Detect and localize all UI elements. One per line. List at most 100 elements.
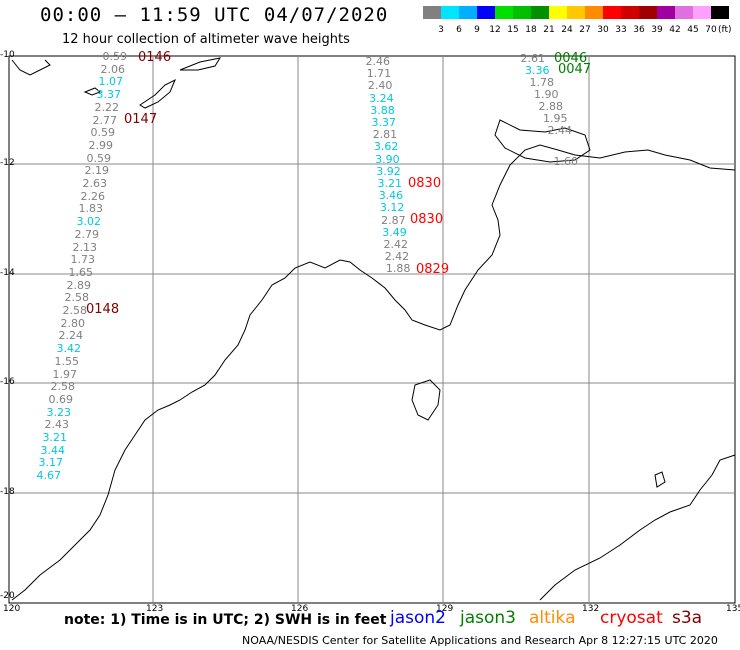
- wave-height-value: 1.97: [52, 367, 78, 381]
- lat-label: -14: [0, 268, 15, 278]
- wave-height-value: 3.88: [370, 103, 395, 117]
- lat-label: -16: [0, 377, 15, 387]
- wave-height-value: 2.46: [365, 55, 391, 68]
- lon-label: 129: [436, 604, 454, 614]
- legend-tick-label: 3: [438, 25, 444, 35]
- wave-height-value: 3.62: [373, 140, 399, 154]
- wave-height-value: 3.24: [369, 91, 394, 105]
- wave-height-value: 3.12: [379, 201, 405, 215]
- wave-height-value: 3.17: [38, 456, 64, 470]
- satellite-s3a: s3a: [672, 608, 703, 628]
- wave-height-value: 1.78: [529, 76, 555, 89]
- wave-height-value: 2.22: [94, 100, 120, 114]
- legend-swatch: [567, 6, 585, 19]
- wave-height-value: 1.90: [534, 88, 559, 101]
- legend-tick-label: 12: [489, 25, 500, 35]
- wave-height-value: 0.59: [90, 126, 116, 140]
- wave-height-value: 1.65: [68, 265, 94, 279]
- legend-swatch: [639, 6, 657, 19]
- pass-time-label: 0146: [138, 50, 172, 65]
- map-frame: [8, 55, 736, 604]
- wave-height-value: 2.58: [62, 304, 88, 317]
- legend-swatch: [531, 6, 549, 19]
- satellite-jason2: jason2: [390, 608, 446, 628]
- wave-height-value: 3.90: [375, 152, 400, 166]
- wave-height-value: 3.21: [377, 177, 403, 190]
- wave-height-value: 2.24: [58, 329, 84, 343]
- legend-swatch: [693, 6, 711, 19]
- wave-height-value: 2.26: [80, 189, 106, 203]
- lon-label: 135: [726, 604, 740, 614]
- wave-height-value: 2.89: [66, 278, 92, 292]
- footnote: note: 1) Time is in UTC; 2) SWH is in fe…: [64, 612, 387, 628]
- wave-height-value: 1.95: [543, 112, 568, 125]
- legend-swatch: [495, 6, 513, 19]
- legend-tick-label: 70: [705, 25, 717, 35]
- wave-height-value: 2.13: [72, 240, 98, 254]
- lat-grid-lines: [9, 163, 735, 494]
- wave-height-value: 2.88: [538, 100, 564, 113]
- legend-tick-label: 18: [525, 25, 537, 35]
- wave-height-value: 3.46: [378, 189, 404, 203]
- wave-height-value: 0.69: [48, 392, 74, 406]
- legend-tick-label: 9: [474, 25, 480, 35]
- wave-height-value: 2.58: [50, 380, 76, 394]
- lon-label: 123: [146, 604, 164, 614]
- wave-height-value: 2.81: [372, 128, 398, 142]
- wave-height-value: 3.36: [525, 64, 550, 77]
- wave-height-value: 0.59: [86, 151, 112, 165]
- lon-label: 126: [291, 604, 309, 614]
- legend-tick-label: 6: [456, 25, 462, 35]
- pass-time-label: 0148: [86, 302, 120, 317]
- legend-swatch: [711, 6, 729, 19]
- coastline: [11, 57, 736, 601]
- legend-swatch: [477, 6, 495, 19]
- wave-height-value: 2.99: [88, 138, 114, 152]
- legend-tick-label: 27: [579, 25, 590, 35]
- legend-tick-label: 24: [561, 25, 573, 35]
- satellite-altika: altika: [529, 608, 576, 628]
- pass-time-label: 0830: [410, 212, 444, 227]
- legend-swatch: [459, 6, 477, 19]
- wave-height-value: 1.83: [78, 202, 104, 216]
- wave-height-value: 2.42: [383, 238, 409, 251]
- satellite-jason3: jason3: [460, 608, 516, 628]
- legend-swatch: [585, 6, 603, 19]
- satellite-cryosat: cryosat: [600, 608, 663, 628]
- wave-height-value: 3.49: [382, 225, 407, 239]
- pass-time-label: 0147: [124, 112, 158, 127]
- wave-height-value: 2.87: [381, 213, 406, 227]
- wave-height-value: 1.73: [70, 253, 96, 267]
- wave-height-value: 3.37: [96, 88, 122, 102]
- wave-height-value: 2.77: [92, 113, 118, 127]
- wave-height-value: 2.43: [44, 418, 70, 432]
- legend-tick-label: 21: [543, 25, 554, 35]
- wave-height-value: 3.44: [40, 443, 66, 457]
- lon-label: 120: [3, 604, 21, 614]
- legend-unit: (ft): [718, 25, 732, 35]
- wave-height-value: 3.23: [46, 405, 72, 419]
- wave-height-value: 3.92: [376, 164, 401, 178]
- legend-swatch: [621, 6, 639, 19]
- pass-time-label: 0830: [408, 176, 442, 191]
- legend-swatch: [441, 6, 459, 19]
- legend-tick-label: 15: [507, 25, 518, 35]
- legend-swatch: [657, 6, 675, 19]
- wave-height-value: 2.19: [84, 164, 110, 178]
- wave-height-value: 2.06: [100, 62, 126, 76]
- wave-height-value: 1.88: [385, 262, 411, 276]
- lon-label: 132: [582, 604, 600, 614]
- legend-tick-label: 42: [669, 25, 680, 35]
- pass-time-label: 0047: [558, 62, 592, 77]
- legend-swatch: [675, 6, 693, 19]
- wave-height-value: 2.40: [367, 79, 393, 93]
- wave-height-value: 2.42: [384, 250, 410, 264]
- lat-label: -20: [0, 591, 15, 601]
- wave-height-value: 1.55: [54, 354, 80, 368]
- wave-height-value: 3.02: [76, 215, 102, 229]
- legend-tick-label: 33: [615, 25, 626, 35]
- legend-tick-label: 45: [687, 25, 698, 35]
- credit-line: NOAA/NESDIS Center for Satellite Applica…: [242, 634, 718, 647]
- wave-height-value: 1.60: [553, 155, 579, 168]
